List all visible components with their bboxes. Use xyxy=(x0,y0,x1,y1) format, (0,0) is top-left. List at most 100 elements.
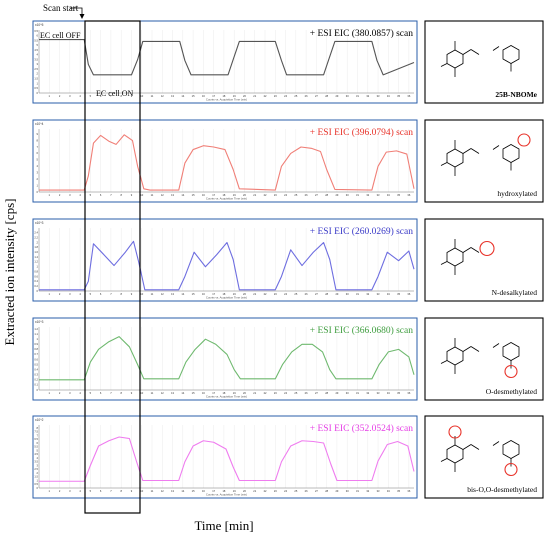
y-tick-label: 7.5 xyxy=(34,430,38,434)
y-tick-label: 5 xyxy=(37,448,39,452)
x-tick-label: 8 xyxy=(120,391,122,395)
y-tick-label: 7 xyxy=(37,145,39,149)
x-tick-label: 22 xyxy=(264,292,267,296)
y-tick-label: 3.5 xyxy=(34,57,38,61)
x-tick-label: 5 xyxy=(90,292,92,296)
y-tick-label: 0.6 xyxy=(34,357,38,361)
x-tick-label: 28 xyxy=(325,292,328,296)
chart-title: + ESI EIC (260.0269) scan xyxy=(310,226,413,237)
x-tick-label: 15 xyxy=(192,193,195,197)
y-multiplier-label: x10^3 xyxy=(35,320,44,324)
series-line xyxy=(39,38,415,76)
y-tick-label: 0.3 xyxy=(34,373,38,377)
x-tick-label: 11 xyxy=(151,94,154,98)
x-tick-label: 13 xyxy=(171,292,174,296)
y-tick-label: 6.5 xyxy=(34,437,38,441)
y-tick-label: 0 xyxy=(37,190,39,194)
x-tick-label: 9 xyxy=(131,94,133,98)
x-tick-label: 28 xyxy=(325,94,328,98)
x-tick-label: 20 xyxy=(243,391,246,395)
ethyl-bond-icon xyxy=(462,444,472,450)
x-tick-label: 22 xyxy=(264,94,267,98)
x-tick-label: 11 xyxy=(151,489,154,493)
y-tick-label: 2.2 xyxy=(34,235,38,239)
y-tick-label: 2 xyxy=(37,471,39,475)
x-tick-label: 16 xyxy=(202,94,205,98)
x-tick-label: 12 xyxy=(161,489,164,493)
x-tick-label: 31 xyxy=(356,391,359,395)
y-tick-label: 0.8 xyxy=(34,347,38,351)
x-tick-label: 22 xyxy=(264,489,267,493)
x-tick-label: 34 xyxy=(387,94,390,98)
bromo-bond-icon xyxy=(440,458,448,462)
x-tick-label: 22 xyxy=(264,391,267,395)
x-tick-label: 30 xyxy=(346,489,349,493)
x-tick-label: 34 xyxy=(387,391,390,395)
y-tick-label: 4 xyxy=(37,456,39,460)
x-tick-label: 6 xyxy=(100,292,102,296)
series-line xyxy=(39,436,415,482)
series-line xyxy=(39,134,415,191)
x-tick-label: 14 xyxy=(181,94,184,98)
panels: 1 2 3 4 5 6 7 8 9 10 11 12 13 14 15 16 17 18 19 20 21 22 23 24 2… xyxy=(32,20,418,499)
x-tick-label: 6 xyxy=(100,489,102,493)
scan-start-arrow-icon xyxy=(70,7,85,19)
x-tick-label: 6 xyxy=(100,94,102,98)
highlight-circle-icon xyxy=(479,240,495,257)
x-tick-label: 36 xyxy=(407,489,410,493)
ec-cell-on-annotation: EC cell ON xyxy=(96,89,134,98)
x-tick-label: 9 xyxy=(131,489,133,493)
ethyl-bond-icon xyxy=(470,247,480,253)
chart-title: + ESI EIC (380.0857) scan xyxy=(310,28,413,39)
x-tick-label: 13 xyxy=(171,489,174,493)
structure-label: 25B-NBOMe xyxy=(495,90,537,99)
x-tick-label: 26 xyxy=(305,193,308,197)
ec-cell-on-window xyxy=(84,20,141,514)
x-tick-label: 16 xyxy=(202,391,205,395)
x-tick-label: 10 xyxy=(140,193,143,197)
x-tick-label: 30 xyxy=(346,94,349,98)
structure-frame xyxy=(424,317,544,401)
y-tick-label: 3 xyxy=(37,62,39,66)
x-tick-label: 1 xyxy=(49,391,51,395)
y-tick-label: 0.6 xyxy=(34,274,38,278)
x-tick-label: 22 xyxy=(264,193,267,197)
y-tick-label: 0.5 xyxy=(34,86,38,90)
x-tick-label: 35 xyxy=(397,292,400,296)
chart-panel: 1 2 3 4 5 6 7 8 9 10 11 12 13 14 15 16 17 18 19 20 21 22 23 24 2… xyxy=(32,20,418,104)
y-tick-label: 0.2 xyxy=(34,284,38,288)
x-tick-label: 1 xyxy=(49,193,51,197)
x-tick-label: 4 xyxy=(79,489,81,493)
bromo-bond-icon xyxy=(440,162,448,166)
ethyl-bond-icon xyxy=(462,346,472,352)
x-tick-label: 28 xyxy=(325,489,328,493)
x-tick-label: 36 xyxy=(407,193,410,197)
x-tick-label: 30 xyxy=(346,292,349,296)
x-tick-label: 15 xyxy=(192,489,195,493)
y-tick-label: 1 xyxy=(37,478,39,482)
highlight-circle-icon xyxy=(448,425,462,439)
x-tick-label: 19 xyxy=(233,94,236,98)
x-tick-label: 32 xyxy=(366,193,369,197)
x-tick-label: 8 xyxy=(120,94,122,98)
y-tick-label: 2.5 xyxy=(34,67,38,71)
y-tick-label: 1.6 xyxy=(34,250,38,254)
ethyl-bond-icon xyxy=(470,346,480,352)
x-tick-label: 19 xyxy=(233,193,236,197)
x-tick-label: 2 xyxy=(59,193,61,197)
scan-start-annotation: Scan start xyxy=(43,3,79,13)
x-tick-label: 32 xyxy=(366,292,369,296)
series-line xyxy=(39,336,415,381)
y-tick-label: 4 xyxy=(37,53,39,57)
y-tick-label: 1.5 xyxy=(34,76,38,80)
x-tick-label: 18 xyxy=(222,94,225,98)
x-tick-label: 12 xyxy=(161,391,164,395)
x-tick-label: 21 xyxy=(253,391,256,395)
y-tick-label: 0.5 xyxy=(34,362,38,366)
x-tick-label: 23 xyxy=(274,193,277,197)
y-tick-label: 2 xyxy=(37,240,39,244)
x-tick-label: 29 xyxy=(335,489,338,493)
x-tick-label: 3 xyxy=(69,94,71,98)
y-tick-label: 1.4 xyxy=(34,255,38,259)
x-axis-caption: Counts vs. Acquisition Time (min) xyxy=(206,493,247,497)
